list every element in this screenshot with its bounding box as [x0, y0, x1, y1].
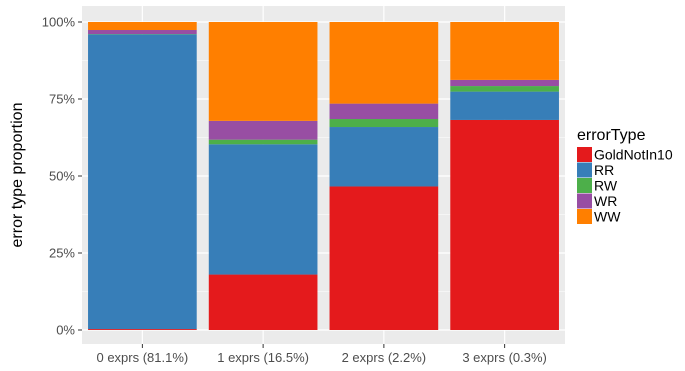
bar-segment-rw: [450, 86, 559, 92]
x-axis: 0 exprs (81.1%) 1 exprs (16.5%) 2 exprs (2…: [96, 344, 547, 365]
bar-segment-ww: [450, 22, 559, 80]
legend-swatch-ww: [577, 209, 592, 224]
legend-label: WW: [594, 209, 621, 225]
legend-title: errorType: [577, 127, 646, 144]
x-tick-label: 1 exprs (16.5%): [217, 350, 309, 365]
bars: [88, 22, 559, 330]
bar-segment-rr: [450, 91, 559, 120]
y-tick-label: 0%: [56, 323, 75, 338]
legend-swatch-goldnotin10: [577, 147, 592, 162]
x-tick-label: 2 exprs (2.2%): [342, 350, 427, 365]
legend-swatch-rr: [577, 162, 592, 178]
legend-swatch-rw: [577, 178, 592, 193]
bar-segment-rr: [88, 34, 197, 330]
bar-segment-rr: [329, 127, 439, 187]
bar-segment-rw: [208, 139, 318, 145]
bar-segment-wr: [88, 30, 197, 35]
bar-segment-wr: [450, 79, 559, 87]
y-tick-label: 25%: [49, 246, 75, 261]
x-tick-label: 0 exprs (81.1%): [96, 350, 188, 365]
x-tick-label: 3 exprs (0.3%): [462, 350, 547, 365]
legend-swatch-wr: [577, 193, 592, 209]
legend-label: RR: [594, 162, 614, 178]
bar-segment-goldnotin10: [88, 329, 197, 330]
legend-label: RW: [594, 178, 618, 194]
legend-label: WR: [594, 193, 617, 209]
bar-segment-wr: [329, 103, 439, 120]
bar-segment-goldnotin10: [450, 119, 559, 330]
bar-segment-wr: [208, 120, 318, 140]
bar-segment-goldnotin10: [329, 186, 439, 330]
bar-segment-ww: [88, 22, 197, 31]
y-tick-label: 50%: [49, 169, 75, 184]
bar-segment-rw: [329, 119, 439, 128]
bar-segment-ww: [208, 22, 318, 121]
bar-segment-ww: [329, 22, 439, 104]
legend-label: GoldNotIn10: [594, 147, 673, 163]
bar-segment-rr: [208, 144, 318, 275]
y-tick-label: 75%: [49, 92, 75, 107]
y-axis: 0% 25% 50% 75% 100%: [42, 15, 82, 338]
bar-segment-goldnotin10: [208, 274, 318, 330]
y-tick-label: 100%: [42, 15, 76, 30]
y-axis-title: error type proportion: [9, 103, 26, 248]
